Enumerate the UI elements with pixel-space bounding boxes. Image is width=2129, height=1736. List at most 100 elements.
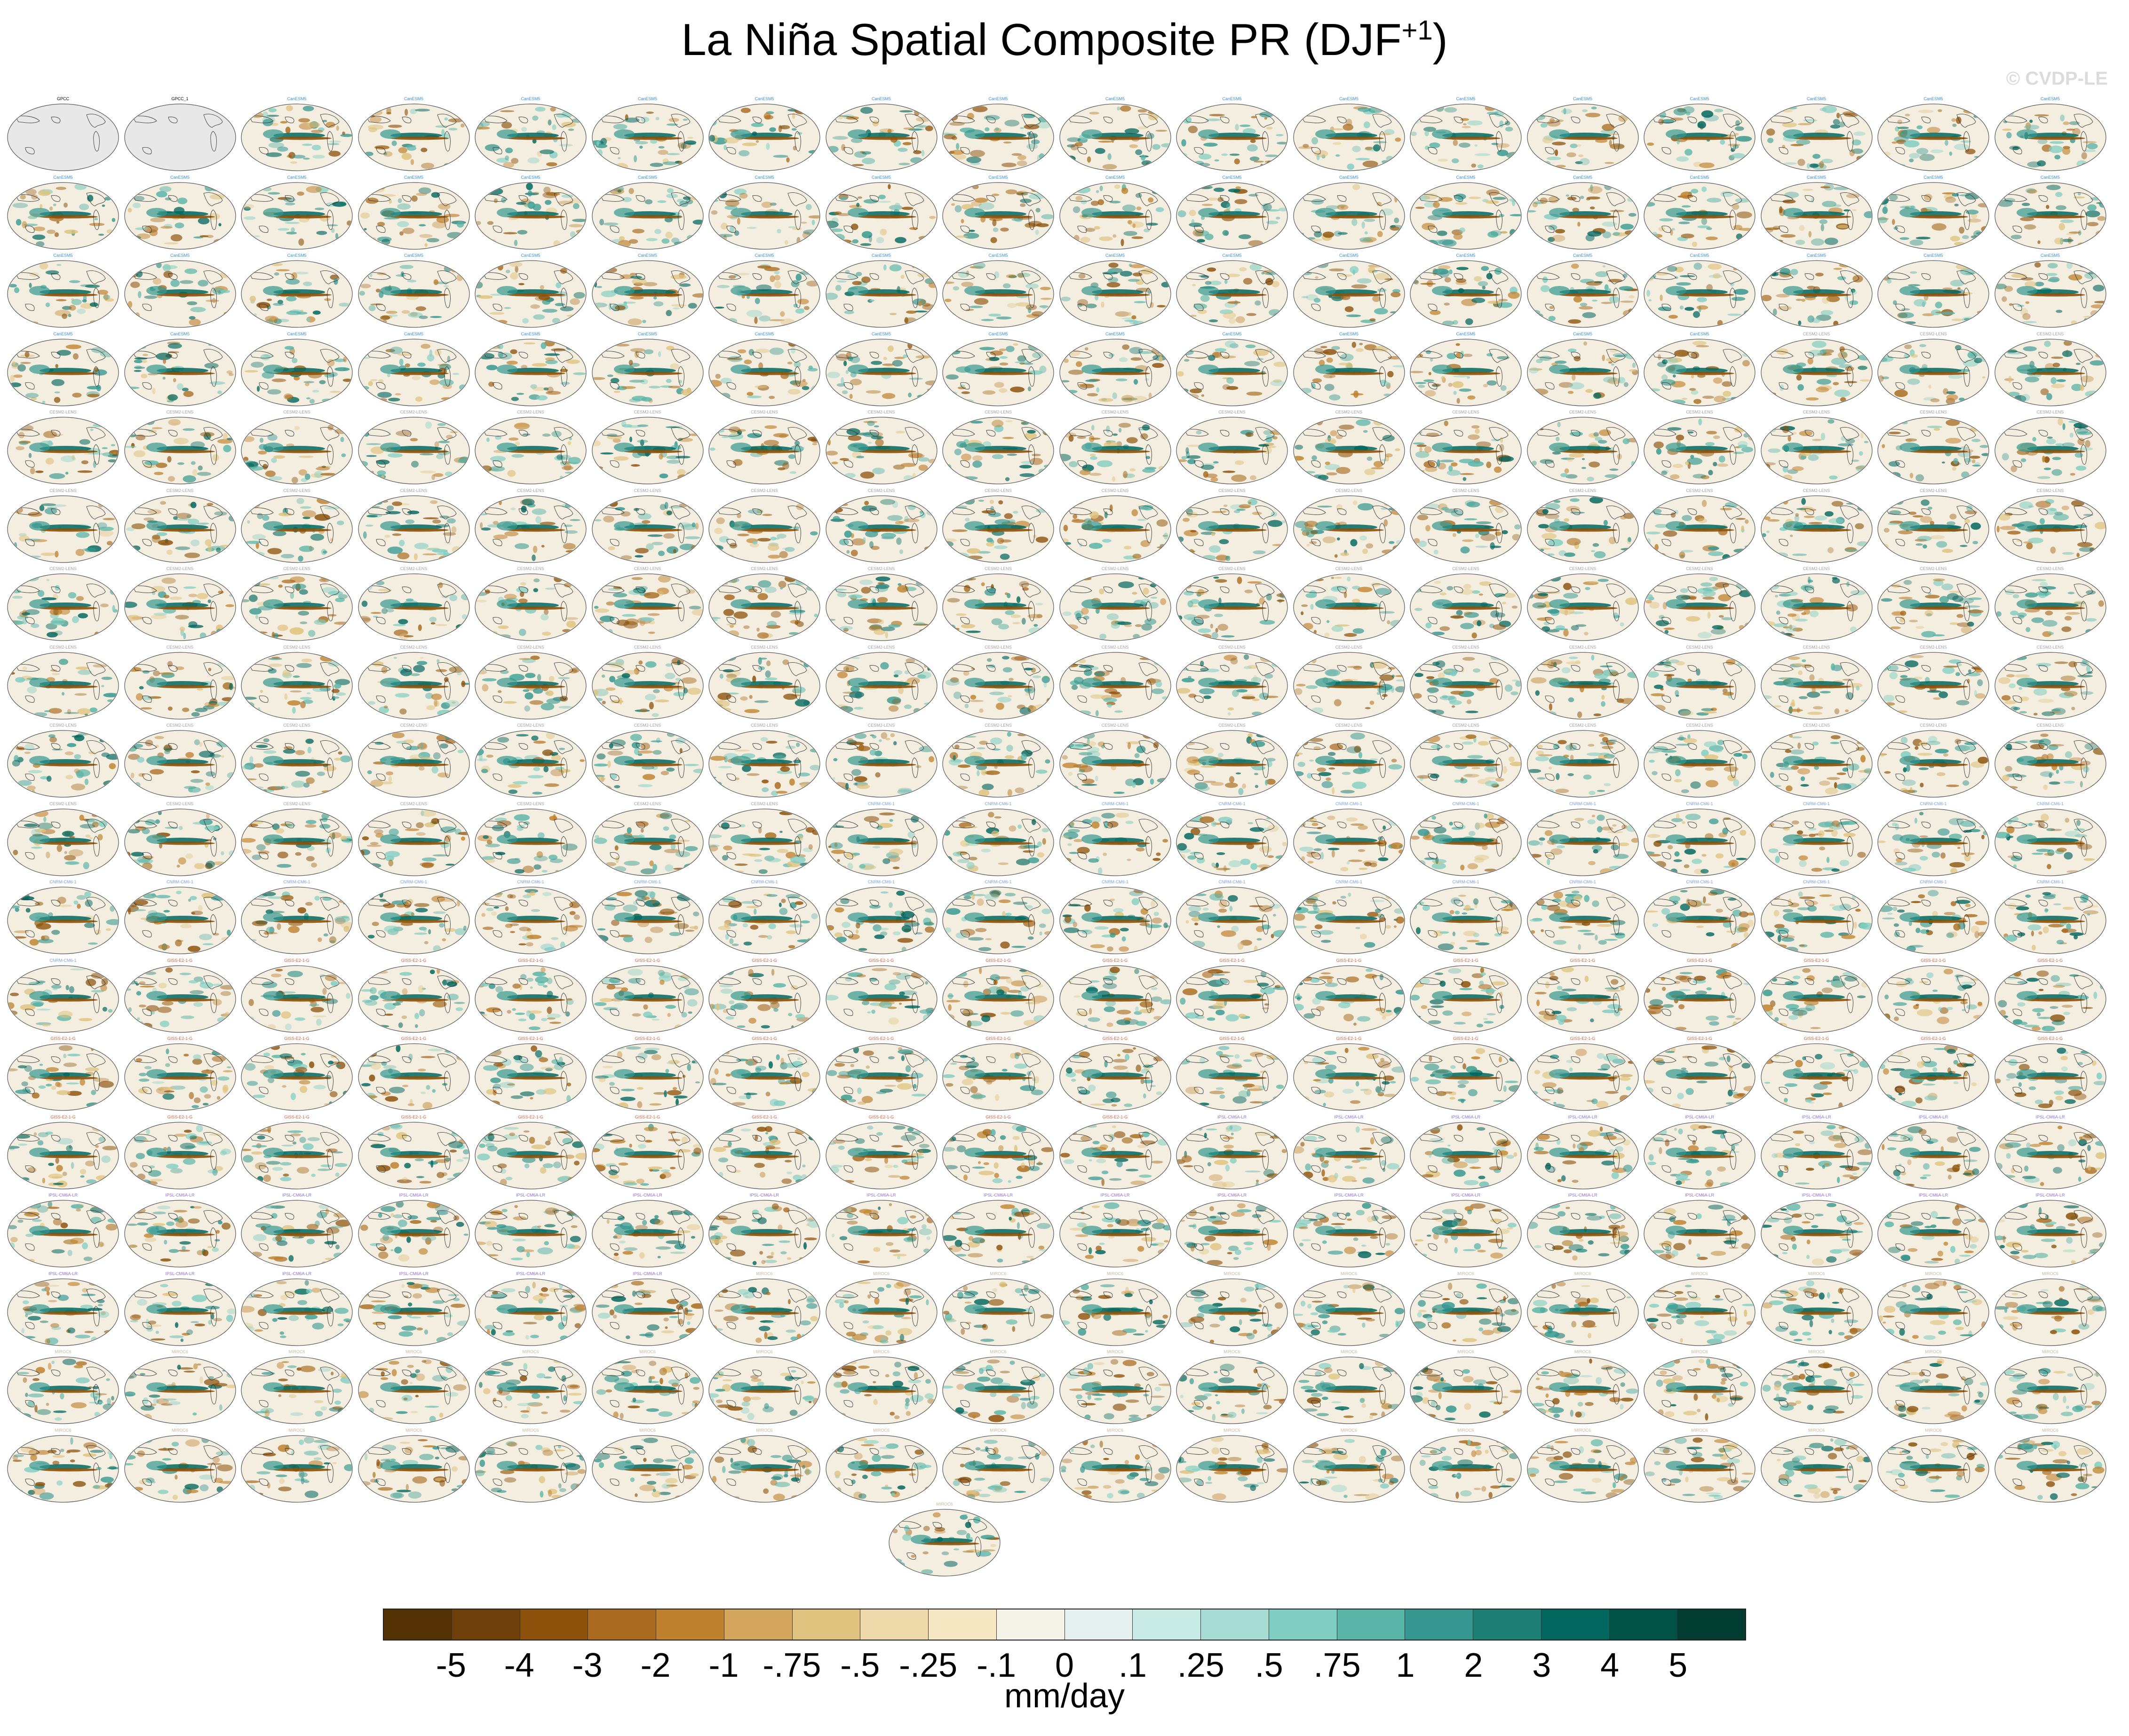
globe-map [1526, 338, 1639, 406]
globe-map [1994, 808, 2106, 876]
map-panel: IPSL-CM6A-LR [1409, 1193, 1522, 1268]
map-panel: CESM2-LENS [825, 645, 938, 720]
panel-title: CESM2-LENS [751, 644, 778, 650]
globe-map [475, 808, 587, 876]
map-panel: MIROC6 [1176, 1428, 1288, 1503]
map-panel: GISS-E2-1-G [825, 1115, 938, 1190]
map-panel: GPCC [7, 96, 119, 172]
globe-map [1644, 1043, 1756, 1111]
panel-title: CESM2-LENS [751, 410, 778, 414]
globe-map [124, 887, 236, 954]
panel-title: CanESM5 [1456, 96, 1476, 101]
map-panel: IPSL-CM6A-LR [1877, 1193, 1990, 1268]
map-panel: GISS-E2-1-G [591, 958, 704, 1033]
panel-title: CNRM-CM6-1 [1452, 880, 1479, 884]
map-panel: CanESM5 [240, 96, 353, 172]
panel-title: MIROC6 [1106, 1349, 1123, 1354]
map-panel: CanESM5 [942, 253, 1055, 328]
globe-map [942, 965, 1054, 1033]
map-panel: MIROC6 [1059, 1428, 1172, 1503]
panel-title: MIROC6 [1691, 1271, 1708, 1276]
map-panel: CESM2-LENS [942, 645, 1055, 720]
panel-title: CESM2-LENS [1686, 723, 1713, 728]
panel-title: IPSL-CM6A-LR [48, 1193, 78, 1197]
map-panel: GISS-E2-1-G [240, 1115, 353, 1190]
map-panel: CESM2-LENS [124, 723, 237, 798]
globe-map [475, 495, 587, 563]
panel-title: CESM2-LENS [166, 644, 194, 650]
globe-map [124, 808, 236, 876]
map-panel: CNRM-CM6-1 [1526, 801, 1639, 877]
panel-title: GISS-E2-1-G [401, 1114, 427, 1119]
panel-title: GISS-E2-1-G [284, 1036, 310, 1041]
panel-title: GISS-E2-1-G [635, 1114, 660, 1119]
globe-map [1760, 1043, 1873, 1111]
globe-map [241, 417, 353, 484]
globe-map [708, 730, 820, 798]
globe-map [591, 1200, 704, 1268]
map-panel: GISS-E2-1-G [942, 1036, 1055, 1111]
colorbar-box [1677, 1609, 1745, 1640]
panel-title: MIROC6 [756, 1427, 773, 1433]
panel-title: CNRM-CM6-1 [1218, 880, 1246, 884]
map-panel: CanESM5 [942, 332, 1055, 407]
panel-title: CanESM5 [521, 174, 540, 180]
globe-map [1644, 573, 1756, 641]
globe-map [1994, 182, 2106, 250]
globe-map [1644, 808, 1756, 876]
globe-map [475, 1435, 587, 1503]
map-panel: MIROC6 [825, 1428, 938, 1503]
map-panel: CESM2-LENS [1176, 723, 1288, 798]
map-panel: IPSL-CM6A-LR [942, 1193, 1055, 1268]
map-panel: MIROC6 [825, 1271, 938, 1347]
map-panel: CESM2-LENS [124, 566, 237, 642]
panel-title: CanESM5 [53, 253, 73, 258]
map-panel: CanESM5 [942, 96, 1055, 172]
panel-title: CESM2-LENS [634, 801, 661, 806]
panel-title: IPSL-CM6A-LR [1802, 1193, 1831, 1197]
globe-map [1410, 1121, 1522, 1189]
map-panel: CanESM5 [357, 332, 470, 407]
colorbar-tick-label: -.75 [763, 1647, 821, 1684]
globe-map [1644, 495, 1756, 563]
globe-map [591, 338, 704, 406]
map-panel: GISS-E2-1-G [1409, 958, 1522, 1033]
map-panel: MIROC6 [1526, 1271, 1639, 1347]
globe-map [591, 1356, 704, 1424]
map-panel: GISS-E2-1-G [591, 1115, 704, 1190]
globe-map [1644, 1200, 1756, 1268]
panel-title: CESM2-LENS [49, 723, 77, 728]
globe-map [1059, 1200, 1171, 1268]
panel-title: CanESM5 [1105, 96, 1125, 101]
map-panel: IPSL-CM6A-LR [1176, 1115, 1288, 1190]
map-panel: CESM2-LENS [7, 488, 119, 563]
map-panel: MIROC6 [591, 1349, 704, 1425]
map-panel: CanESM5 [1059, 96, 1172, 172]
panel-title: CanESM5 [755, 331, 774, 336]
map-panel: CESM2-LENS [124, 488, 237, 563]
colorbar-tick-label: -3 [572, 1647, 603, 1684]
panel-title: CNRM-CM6-1 [49, 958, 77, 963]
globe-map [1760, 495, 1873, 563]
map-panel: CNRM-CM6-1 [474, 880, 587, 955]
globe-map [1410, 1278, 1522, 1346]
map-panel: CNRM-CM6-1 [357, 880, 470, 955]
map-panel: CESM2-LENS [357, 566, 470, 642]
panel-title: CESM2-LENS [985, 644, 1012, 650]
globe-map [1994, 1043, 2106, 1111]
globe-map [1526, 651, 1639, 720]
map-panel: GISS-E2-1-G [708, 1115, 821, 1190]
panel-title: CESM2-LENS [1920, 566, 1947, 571]
map-panel: CESM2-LENS [1643, 645, 1756, 720]
panel-title: CESM2-LENS [867, 488, 895, 493]
panel-title: CESM2-LENS [166, 566, 194, 571]
globe-map [1526, 260, 1639, 328]
map-panel: CESM2-LENS [1059, 645, 1172, 720]
map-panel: CESM2-LENS [1877, 410, 1990, 485]
globe-map [1059, 1356, 1171, 1424]
panel-title: GISS-E2-1-G [401, 1036, 427, 1041]
globe-map [1293, 730, 1405, 798]
panel-title: IPSL-CM6A-LR [399, 1193, 429, 1197]
panel-title: GISS-E2-1-G [167, 958, 193, 963]
